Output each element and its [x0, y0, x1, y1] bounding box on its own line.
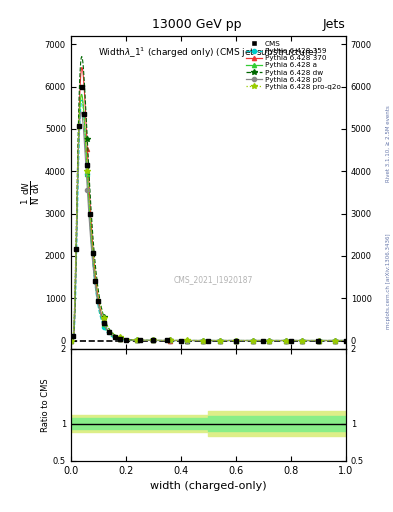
CMS	[82, 111, 87, 117]
Pythia 6.428 p0	[68, 337, 73, 344]
CMS	[137, 337, 142, 344]
Pythia 6.428 359	[201, 337, 206, 344]
Text: Width$\lambda$_1$^1$ (charged only) (CMS jet substructure): Width$\lambda$_1$^1$ (charged only) (CMS…	[98, 45, 318, 59]
Pythia 6.428 359	[294, 337, 299, 344]
Pythia 6.428 a	[68, 337, 73, 344]
CMS	[101, 319, 106, 326]
Pythia 6.428 a	[294, 337, 299, 344]
CMS	[178, 337, 183, 344]
Pythia 6.428 370	[338, 337, 342, 344]
Line: CMS: CMS	[71, 84, 348, 343]
Pythia 6.428 dw	[218, 337, 222, 344]
Pythia 6.428 p0	[79, 109, 84, 115]
Legend: CMS, Pythia 6.428 359, Pythia 6.428 370, Pythia 6.428 a, Pythia 6.428 dw, Pythia: CMS, Pythia 6.428 359, Pythia 6.428 370,…	[245, 39, 342, 91]
Pythia 6.428 pro-q2o	[338, 337, 342, 344]
CMS	[90, 250, 95, 256]
Pythia 6.428 359	[79, 97, 84, 103]
CMS	[343, 337, 348, 344]
CMS	[79, 83, 84, 90]
Pythia 6.428 p0	[201, 337, 206, 344]
Pythia 6.428 p0	[338, 337, 342, 344]
Pythia 6.428 359	[343, 337, 348, 344]
Pythia 6.428 370	[68, 337, 73, 344]
CMS	[288, 337, 293, 344]
X-axis label: width (charged-only): width (charged-only)	[150, 481, 266, 491]
Pythia 6.428 a	[201, 337, 206, 344]
CMS	[71, 333, 76, 339]
Y-axis label: Ratio to CMS: Ratio to CMS	[41, 378, 50, 432]
Text: CMS_2021_I1920187: CMS_2021_I1920187	[174, 275, 253, 285]
Pythia 6.428 a	[343, 337, 348, 344]
Pythia 6.428 a	[200, 337, 204, 344]
Line: Pythia 6.428 370: Pythia 6.428 370	[69, 66, 348, 343]
Line: Pythia 6.428 pro-q2o: Pythia 6.428 pro-q2o	[68, 93, 349, 343]
CMS	[88, 211, 92, 217]
Pythia 6.428 359	[338, 337, 342, 344]
Pythia 6.428 370	[233, 337, 237, 344]
Line: Pythia 6.428 p0: Pythia 6.428 p0	[69, 110, 348, 343]
CMS	[233, 337, 238, 344]
Pythia 6.428 dw	[233, 337, 237, 344]
Pythia 6.428 370	[343, 337, 348, 344]
Pythia 6.428 359	[200, 337, 204, 344]
Line: Pythia 6.428 dw: Pythia 6.428 dw	[68, 54, 349, 343]
Pythia 6.428 pro-q2o	[201, 337, 206, 344]
Pythia 6.428 p0	[233, 337, 237, 344]
Pythia 6.428 359	[218, 337, 222, 344]
Pythia 6.428 a	[338, 337, 342, 344]
Text: 13000 GeV pp: 13000 GeV pp	[152, 18, 241, 31]
CMS	[112, 334, 117, 340]
CMS	[151, 337, 156, 344]
CMS	[77, 123, 81, 130]
Pythia 6.428 dw	[294, 337, 299, 344]
CMS	[165, 337, 169, 344]
Pythia 6.428 pro-q2o	[294, 337, 299, 344]
Pythia 6.428 pro-q2o	[79, 92, 84, 98]
Pythia 6.428 370	[79, 65, 84, 71]
Pythia 6.428 pro-q2o	[68, 337, 73, 344]
Pythia 6.428 p0	[218, 337, 222, 344]
CMS	[85, 162, 90, 168]
CMS	[118, 336, 123, 342]
CMS	[93, 278, 98, 284]
Text: mcplots.cern.ch [arXiv:1306.3436]: mcplots.cern.ch [arXiv:1306.3436]	[386, 234, 391, 329]
CMS	[74, 246, 79, 252]
CMS	[261, 337, 266, 344]
Pythia 6.428 pro-q2o	[343, 337, 348, 344]
Pythia 6.428 dw	[201, 337, 206, 344]
Pythia 6.428 dw	[68, 337, 73, 344]
Pythia 6.428 p0	[294, 337, 299, 344]
Pythia 6.428 370	[200, 337, 204, 344]
Pythia 6.428 pro-q2o	[200, 337, 204, 344]
Y-axis label: $\frac{1}{\mathregular{N}}\,\frac{\mathregular{d}N}{\mathregular{d}\lambda}$: $\frac{1}{\mathregular{N}}\,\frac{\mathr…	[20, 180, 42, 204]
CMS	[107, 329, 112, 335]
Pythia 6.428 a	[233, 337, 237, 344]
Pythia 6.428 dw	[200, 337, 204, 344]
Pythia 6.428 359	[68, 337, 73, 344]
CMS	[96, 297, 101, 304]
Pythia 6.428 a	[218, 337, 222, 344]
CMS	[206, 337, 211, 344]
Line: Pythia 6.428 a: Pythia 6.428 a	[69, 92, 348, 343]
Pythia 6.428 359	[233, 337, 237, 344]
Line: Pythia 6.428 359: Pythia 6.428 359	[69, 98, 348, 343]
Pythia 6.428 p0	[343, 337, 348, 344]
Pythia 6.428 dw	[79, 54, 84, 60]
Pythia 6.428 dw	[338, 337, 342, 344]
CMS	[316, 337, 321, 344]
Pythia 6.428 370	[294, 337, 299, 344]
Text: Jets: Jets	[323, 18, 346, 31]
CMS	[123, 336, 128, 343]
Pythia 6.428 p0	[200, 337, 204, 344]
Pythia 6.428 pro-q2o	[218, 337, 222, 344]
Pythia 6.428 a	[79, 91, 84, 97]
Text: Rivet 3.1.10, ≥ 2.5M events: Rivet 3.1.10, ≥ 2.5M events	[386, 105, 391, 182]
Pythia 6.428 pro-q2o	[233, 337, 237, 344]
Pythia 6.428 dw	[343, 337, 348, 344]
Pythia 6.428 370	[201, 337, 206, 344]
Pythia 6.428 370	[218, 337, 222, 344]
